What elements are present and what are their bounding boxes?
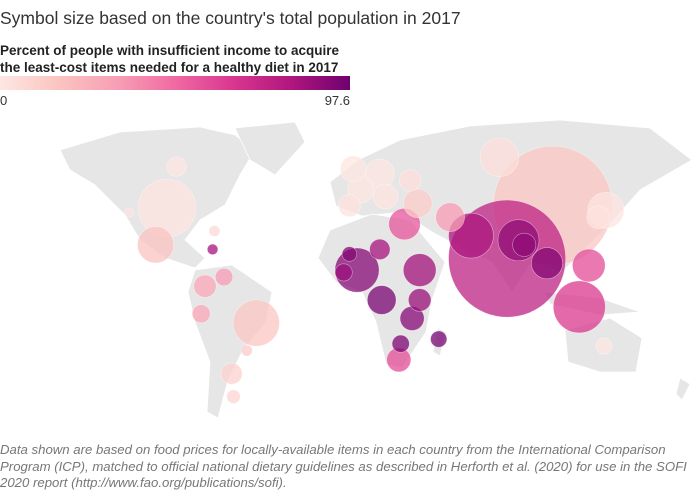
country-bubble[interactable]: [372, 183, 399, 210]
country-bubble[interactable]: [240, 344, 253, 357]
country-bubble[interactable]: [512, 232, 537, 257]
country-bubble[interactable]: [367, 285, 397, 315]
country-bubble[interactable]: [208, 225, 221, 237]
country-bubble[interactable]: [595, 337, 613, 355]
world-map: [59, 119, 693, 419]
country-bubble[interactable]: [206, 243, 219, 256]
country-bubble[interactable]: [220, 362, 243, 385]
country-bubble[interactable]: [166, 156, 187, 177]
country-bubble[interactable]: [403, 188, 433, 219]
country-bubble[interactable]: [191, 304, 211, 324]
color-scale-bar: [0, 76, 350, 90]
country-bubble[interactable]: [338, 194, 361, 217]
country-bubble[interactable]: [334, 263, 353, 282]
legend-min-label: 0: [0, 93, 8, 108]
country-bubble[interactable]: [435, 202, 465, 232]
map-title: Symbol size based on the country's total…: [0, 8, 461, 28]
country-bubble[interactable]: [369, 238, 391, 260]
country-bubble[interactable]: [341, 246, 358, 262]
country-bubble[interactable]: [214, 267, 234, 287]
country-bubble[interactable]: [430, 330, 448, 348]
legend-title-line-2: the least-cost items needed for a health…: [0, 60, 339, 75]
legend-title: Percent of people with insufficient inco…: [0, 42, 339, 76]
country-bubble[interactable]: [226, 389, 241, 404]
country-bubble[interactable]: [408, 288, 432, 312]
country-bubble[interactable]: [391, 334, 410, 353]
country-bubble[interactable]: [193, 274, 217, 298]
country-bubble[interactable]: [403, 253, 437, 287]
country-bubble[interactable]: [553, 280, 606, 334]
country-bubble[interactable]: [479, 137, 520, 177]
country-bubble[interactable]: [586, 205, 611, 229]
bubble-layer: [124, 137, 625, 404]
country-bubble[interactable]: [531, 247, 563, 280]
legend-title-line-1: Percent of people with insufficient inco…: [0, 43, 340, 58]
country-bubble[interactable]: [124, 207, 134, 218]
country-bubble[interactable]: [232, 299, 280, 347]
land-new-zealand: [675, 377, 691, 401]
land-greenland: [234, 121, 306, 176]
source-note: Data shown are based on food prices for …: [0, 442, 687, 490]
legend-max-label: 97.6: [324, 93, 350, 108]
country-bubble[interactable]: [137, 178, 197, 238]
country-bubble[interactable]: [137, 226, 175, 264]
country-bubble[interactable]: [572, 248, 606, 283]
country-bubble[interactable]: [339, 155, 367, 183]
country-bubble[interactable]: [399, 169, 422, 192]
